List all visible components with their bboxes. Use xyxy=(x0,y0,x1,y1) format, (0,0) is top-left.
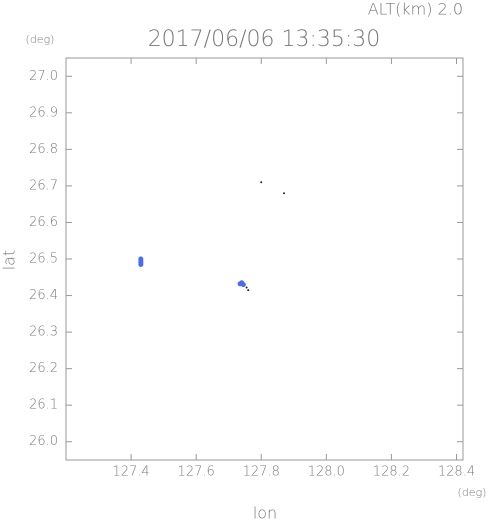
x-tick-label: 128.2 xyxy=(373,465,410,480)
y-tick-label: 27.0 xyxy=(29,69,58,84)
data-point xyxy=(260,181,263,184)
y-tick-label: 26.2 xyxy=(29,361,58,376)
x-unit: (deg) xyxy=(458,486,487,499)
data-point xyxy=(237,281,243,287)
y-unit: (deg) xyxy=(26,33,55,46)
y-tick-label: 26.4 xyxy=(29,288,58,303)
x-tick-label: 127.4 xyxy=(112,465,149,480)
plot-frame xyxy=(65,57,464,461)
y-tick-label: 26.9 xyxy=(29,105,58,120)
data-point xyxy=(247,289,250,292)
y-tick-label: 26.5 xyxy=(29,252,58,267)
chart-title: 2017/06/06 13:35:30 xyxy=(148,27,381,52)
data-point xyxy=(283,192,286,195)
data-point xyxy=(138,261,144,267)
x-tick-label: 127.8 xyxy=(243,465,280,480)
y-tick-label: 26.7 xyxy=(29,178,58,193)
data-point xyxy=(245,286,248,289)
x-tick-label: 127.6 xyxy=(178,465,215,480)
x-axis-label: lon xyxy=(253,504,277,522)
x-tick-label: 128.0 xyxy=(308,465,345,480)
y-tick-label: 26.1 xyxy=(29,398,58,413)
y-axis-label: lat xyxy=(0,250,19,271)
y-tick-label: 26.6 xyxy=(29,215,58,230)
y-tick-label: 26.8 xyxy=(29,142,58,157)
altitude-label: ALT(km) 2.0 xyxy=(368,0,463,19)
y-tick-label: 26.0 xyxy=(29,434,58,449)
x-tick-label: 128.4 xyxy=(438,465,475,480)
y-tick-label: 26.3 xyxy=(29,325,58,340)
